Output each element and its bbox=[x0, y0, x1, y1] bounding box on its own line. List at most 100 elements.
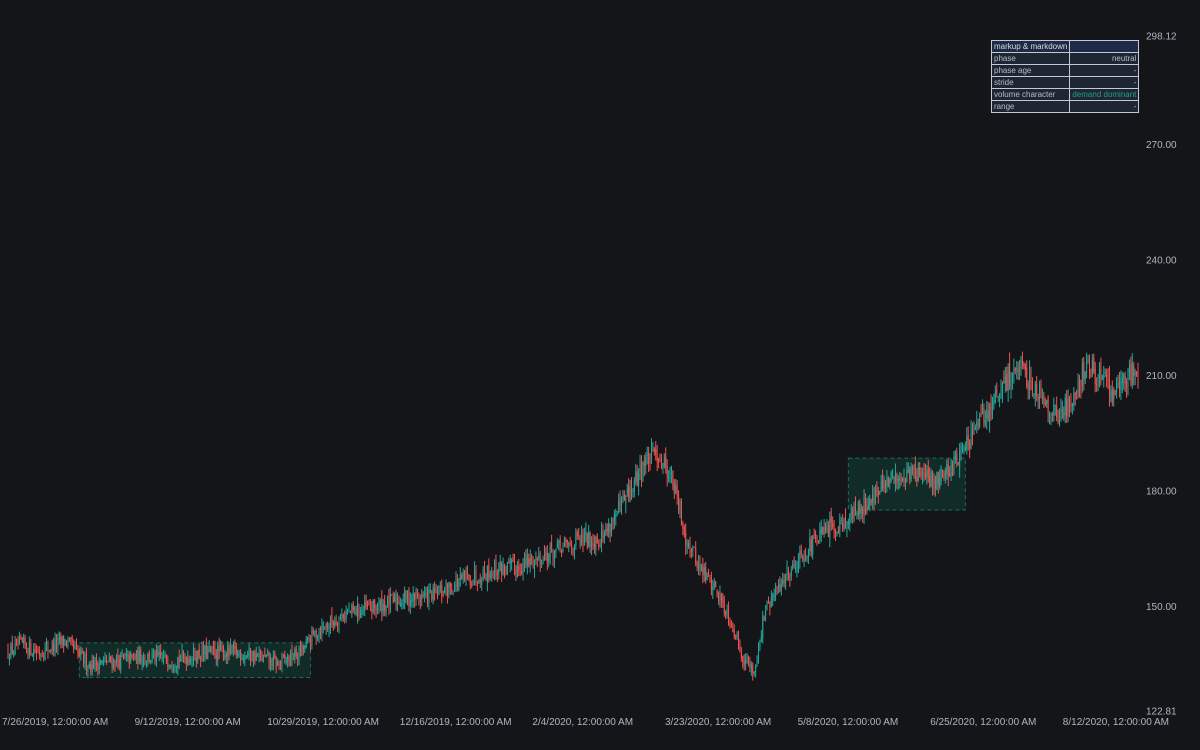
candle bbox=[810, 535, 812, 558]
candle bbox=[212, 640, 214, 656]
candle bbox=[382, 599, 384, 617]
candle bbox=[369, 598, 371, 612]
candle bbox=[171, 660, 173, 673]
candle bbox=[1066, 390, 1068, 423]
candle bbox=[465, 566, 467, 586]
candle bbox=[611, 516, 613, 537]
candle bbox=[896, 472, 898, 490]
candle bbox=[331, 607, 333, 628]
time-tick-label: 7/26/2019, 12:00:00 AM bbox=[2, 717, 108, 728]
candle bbox=[655, 441, 657, 461]
candle bbox=[887, 475, 889, 488]
candle bbox=[1040, 379, 1042, 399]
candle bbox=[747, 655, 749, 667]
candle bbox=[1006, 366, 1008, 392]
candle bbox=[699, 555, 701, 576]
candle bbox=[455, 571, 457, 593]
candle bbox=[494, 559, 496, 581]
candle bbox=[241, 653, 243, 661]
candle bbox=[1030, 366, 1032, 391]
candle bbox=[521, 563, 523, 576]
candle bbox=[1036, 375, 1038, 402]
candle bbox=[368, 599, 370, 606]
candle bbox=[859, 499, 861, 522]
candle bbox=[515, 565, 517, 582]
candle bbox=[268, 651, 270, 670]
candle bbox=[545, 546, 547, 561]
candle bbox=[40, 652, 42, 662]
candle bbox=[432, 583, 434, 605]
candle bbox=[1026, 360, 1028, 389]
candle bbox=[1121, 371, 1123, 394]
candle bbox=[729, 617, 731, 629]
candle bbox=[897, 475, 899, 490]
candle bbox=[562, 542, 564, 553]
candle bbox=[175, 665, 177, 674]
candle bbox=[1063, 406, 1065, 422]
candle bbox=[638, 468, 640, 496]
candle bbox=[314, 630, 316, 638]
candle bbox=[90, 660, 92, 676]
candle bbox=[402, 593, 404, 610]
candle bbox=[708, 568, 710, 578]
candle bbox=[387, 595, 389, 608]
candle bbox=[608, 518, 610, 538]
candle bbox=[662, 462, 664, 474]
candle bbox=[702, 557, 704, 584]
candle bbox=[652, 442, 654, 452]
candle bbox=[926, 465, 928, 485]
candle bbox=[416, 588, 418, 599]
candle bbox=[147, 652, 149, 667]
candle bbox=[916, 468, 918, 487]
candle bbox=[795, 560, 797, 573]
candle bbox=[940, 465, 942, 486]
candle bbox=[281, 652, 283, 673]
candle bbox=[151, 648, 153, 664]
candle bbox=[484, 560, 486, 580]
candle bbox=[649, 453, 651, 471]
candle bbox=[1059, 408, 1061, 427]
candle bbox=[167, 655, 169, 672]
candle bbox=[160, 644, 162, 660]
candle bbox=[773, 588, 775, 602]
candle bbox=[692, 545, 694, 557]
candle bbox=[50, 648, 52, 655]
candle bbox=[852, 506, 854, 524]
candle bbox=[913, 463, 915, 479]
candle bbox=[849, 512, 851, 532]
candle bbox=[419, 594, 421, 610]
candle bbox=[94, 656, 96, 672]
candle bbox=[626, 483, 628, 497]
candle bbox=[131, 653, 133, 660]
candle bbox=[1087, 355, 1089, 364]
candle bbox=[38, 646, 40, 660]
candle bbox=[548, 552, 550, 568]
candle bbox=[97, 660, 99, 676]
time-axis[interactable]: 7/26/2019, 12:00:00 AM 9/12/2019, 12:00:0… bbox=[2, 717, 1169, 728]
candle bbox=[605, 522, 607, 536]
candle bbox=[194, 647, 196, 661]
price-axis[interactable]: 298.12 270.00 240.00 210.00 180.00 150.00 122.… bbox=[1146, 32, 1177, 718]
candle bbox=[612, 517, 614, 531]
table-value: - bbox=[1069, 100, 1140, 113]
candle bbox=[615, 508, 617, 526]
candle bbox=[46, 637, 48, 652]
candle bbox=[57, 633, 59, 655]
candle bbox=[141, 654, 143, 671]
candle bbox=[401, 599, 403, 610]
candle bbox=[1117, 374, 1119, 389]
candle bbox=[468, 573, 470, 582]
candle bbox=[1067, 389, 1069, 423]
candle bbox=[817, 540, 819, 544]
candle bbox=[914, 456, 916, 482]
candle bbox=[1131, 353, 1133, 389]
candle bbox=[889, 477, 891, 490]
candle bbox=[157, 645, 159, 658]
candle bbox=[954, 450, 956, 464]
candle bbox=[87, 664, 89, 679]
candle bbox=[967, 426, 969, 451]
candle bbox=[391, 594, 393, 596]
candle bbox=[13, 649, 15, 658]
candle bbox=[1039, 380, 1041, 409]
